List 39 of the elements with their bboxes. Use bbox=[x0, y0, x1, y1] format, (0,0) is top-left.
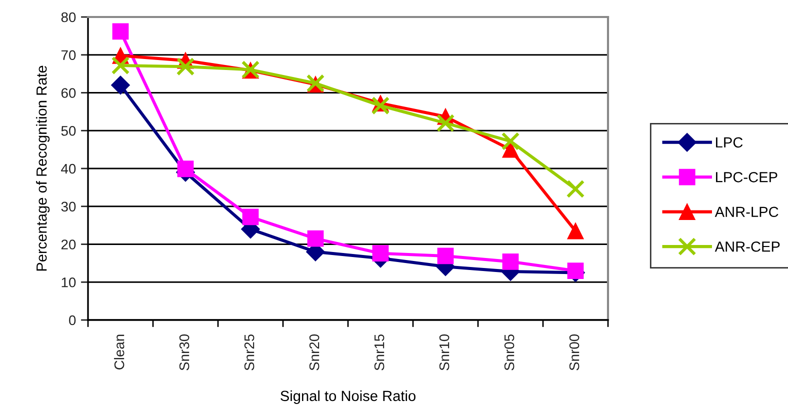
point bbox=[372, 245, 389, 262]
y-axis-title: Percentage of Recognition Rate bbox=[36, 66, 50, 271]
point bbox=[566, 180, 585, 198]
point bbox=[502, 253, 519, 270]
x-tick-label: Snr05 bbox=[504, 334, 514, 370]
x-tick-label: Snr20 bbox=[309, 334, 320, 370]
y-tick-label: 70 bbox=[61, 50, 76, 60]
legend-label: ANR-CEP bbox=[714, 241, 780, 252]
point bbox=[437, 248, 454, 264]
point bbox=[567, 222, 584, 240]
y-tick-label: 0 bbox=[69, 315, 76, 326]
x-tick-label: Snr25 bbox=[244, 334, 254, 370]
point bbox=[567, 262, 584, 279]
y-tick-label: 20 bbox=[61, 240, 76, 250]
y-tick-label: 30 bbox=[61, 202, 76, 212]
y-tick-label: 80 bbox=[61, 12, 76, 22]
legend-label: LPC bbox=[716, 137, 743, 148]
point bbox=[111, 56, 130, 75]
point bbox=[242, 208, 259, 226]
point bbox=[176, 57, 195, 76]
legend-label: LPC-CEP bbox=[716, 172, 778, 182]
point bbox=[307, 230, 324, 247]
x-tick-label: Clean bbox=[114, 334, 124, 370]
x-axis-title: Signal to Noise Ratio bbox=[280, 390, 416, 404]
point bbox=[111, 76, 130, 95]
point bbox=[436, 114, 455, 132]
x-tick-label: Snr30 bbox=[179, 334, 190, 370]
y-tick-label: 40 bbox=[61, 164, 76, 174]
x-tick-label: Snr00 bbox=[569, 334, 580, 370]
y-tick-label: 10 bbox=[62, 277, 76, 288]
x-tick-label: Snr15 bbox=[374, 334, 384, 370]
point bbox=[501, 132, 520, 150]
point bbox=[112, 23, 129, 40]
point bbox=[371, 96, 390, 115]
legend-label: ANR-LPC bbox=[714, 206, 778, 218]
x-tick-label: Snr10 bbox=[439, 334, 450, 370]
y-tick-label: 50 bbox=[61, 126, 76, 136]
y-tick-label: 60 bbox=[61, 88, 76, 98]
point bbox=[177, 160, 194, 178]
